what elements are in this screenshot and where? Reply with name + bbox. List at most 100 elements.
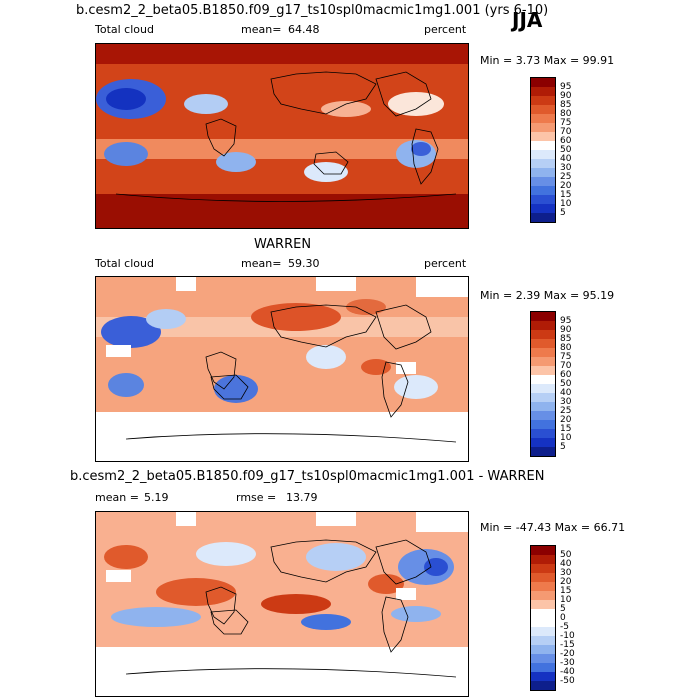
cbar3-tick: 30 xyxy=(560,568,572,578)
cbar1-tick: 5 xyxy=(560,208,566,218)
cbar3-segment xyxy=(531,681,555,690)
cbar1-tick: 30 xyxy=(560,163,572,173)
cbar2-segment xyxy=(531,312,555,321)
cbar2-segment xyxy=(531,393,555,402)
cbar3-segment xyxy=(531,663,555,672)
cbar1-segment xyxy=(531,123,555,132)
cbar2-tick: 60 xyxy=(560,370,572,380)
cbar3-tick: -5 xyxy=(560,622,569,632)
panel2-units: percent xyxy=(424,257,467,270)
cbar1-segment xyxy=(531,78,555,87)
cbar2-segment xyxy=(531,366,555,375)
cbar3-tick: 50 xyxy=(560,550,572,560)
cbar2-segment xyxy=(531,420,555,429)
panel2-variable: Total cloud xyxy=(95,257,154,270)
cbar1-tick: 10 xyxy=(560,199,572,209)
panel3-mean-label: mean = xyxy=(95,491,139,504)
cbar3-tick: 15 xyxy=(560,586,572,596)
panel3-colorbar xyxy=(530,545,556,691)
cbar1-tick: 70 xyxy=(560,127,572,137)
cbar1-tick: 15 xyxy=(560,190,572,200)
cbar1-segment xyxy=(531,105,555,114)
cbar2-segment xyxy=(531,402,555,411)
panel2-map-field xyxy=(96,277,468,461)
cbar2-tick: 70 xyxy=(560,361,572,371)
cbar3-segment xyxy=(531,591,555,600)
panel2-map xyxy=(95,276,469,462)
cbar2-tick: 10 xyxy=(560,433,572,443)
cbar2-segment xyxy=(531,321,555,330)
panel1-title: b.cesm2_2_beta05.B1850.f09_g17_ts10spl0m… xyxy=(76,3,549,18)
cbar1-segment xyxy=(531,132,555,141)
cbar2-segment xyxy=(531,384,555,393)
panel3-map xyxy=(95,511,469,697)
cbar3-segment xyxy=(531,627,555,636)
season-label: JJA xyxy=(512,8,543,32)
cbar3-segment xyxy=(531,573,555,582)
cbar2-tick: 90 xyxy=(560,325,572,335)
cbar3-segment xyxy=(531,555,555,564)
cbar1-segment xyxy=(531,213,555,222)
cbar2-tick: 50 xyxy=(560,379,572,389)
cbar1-tick: 75 xyxy=(560,118,572,128)
cbar1-segment xyxy=(531,87,555,96)
cbar3-segment xyxy=(531,672,555,681)
cbar2-tick: 15 xyxy=(560,424,572,434)
cbar2-segment xyxy=(531,429,555,438)
cbar2-tick: 40 xyxy=(560,388,572,398)
cbar1-tick: 20 xyxy=(560,181,572,191)
cbar3-tick: 10 xyxy=(560,595,572,605)
cbar1-segment xyxy=(531,204,555,213)
cbar3-tick: 0 xyxy=(560,613,566,623)
cbar2-tick: 5 xyxy=(560,442,566,452)
panel2-mean-value: 59.30 xyxy=(288,257,320,270)
panel3-title: b.cesm2_2_beta05.B1850.f09_g17_ts10spl0m… xyxy=(70,469,545,484)
cbar2-tick: 30 xyxy=(560,397,572,407)
cbar3-segment xyxy=(531,564,555,573)
cbar3-tick: -40 xyxy=(560,667,575,677)
cbar2-tick: 95 xyxy=(560,316,572,326)
panel1-colorbar xyxy=(530,77,556,223)
cbar1-tick: 50 xyxy=(560,145,572,155)
panel1-mean-value: 64.48 xyxy=(288,23,320,36)
cbar2-tick: 80 xyxy=(560,343,572,353)
cbar3-segment xyxy=(531,618,555,627)
panel3-rmse-value: 13.79 xyxy=(286,491,318,504)
cbar3-tick: -15 xyxy=(560,640,575,650)
cbar2-segment xyxy=(531,348,555,357)
panel2-minmax: Min = 2.39 Max = 95.19 xyxy=(480,289,615,302)
cbar1-segment xyxy=(531,96,555,105)
cbar2-tick: 75 xyxy=(560,352,572,362)
panel1-map xyxy=(95,43,469,229)
cbar1-segment xyxy=(531,195,555,204)
cbar2-segment xyxy=(531,411,555,420)
cbar1-segment xyxy=(531,150,555,159)
panel3-map-field xyxy=(96,512,468,696)
cbar2-segment xyxy=(531,357,555,366)
cbar1-segment xyxy=(531,141,555,150)
cbar1-segment xyxy=(531,168,555,177)
cbar1-segment xyxy=(531,114,555,123)
panel1-units: percent xyxy=(424,23,467,36)
cbar3-segment xyxy=(531,546,555,555)
cbar1-tick: 60 xyxy=(560,136,572,146)
panel1-mean-label: mean= xyxy=(241,23,282,36)
cbar3-tick: -50 xyxy=(560,676,575,686)
cbar2-tick: 25 xyxy=(560,406,572,416)
cbar3-segment xyxy=(531,600,555,609)
cbar3-segment xyxy=(531,609,555,618)
cbar3-segment xyxy=(531,636,555,645)
cbar2-segment xyxy=(531,339,555,348)
cbar3-segment xyxy=(531,582,555,591)
cbar1-segment xyxy=(531,186,555,195)
cbar2-segment xyxy=(531,375,555,384)
cbar1-tick: 85 xyxy=(560,100,572,110)
cbar3-tick: -10 xyxy=(560,631,575,641)
cbar3-tick: -30 xyxy=(560,658,575,668)
cbar2-tick: 85 xyxy=(560,334,572,344)
panel1-minmax: Min = 3.73 Max = 99.91 xyxy=(480,54,615,67)
cbar3-tick: 40 xyxy=(560,559,572,569)
panel2-mean-label: mean= xyxy=(241,257,282,270)
cbar2-tick: 20 xyxy=(560,415,572,425)
